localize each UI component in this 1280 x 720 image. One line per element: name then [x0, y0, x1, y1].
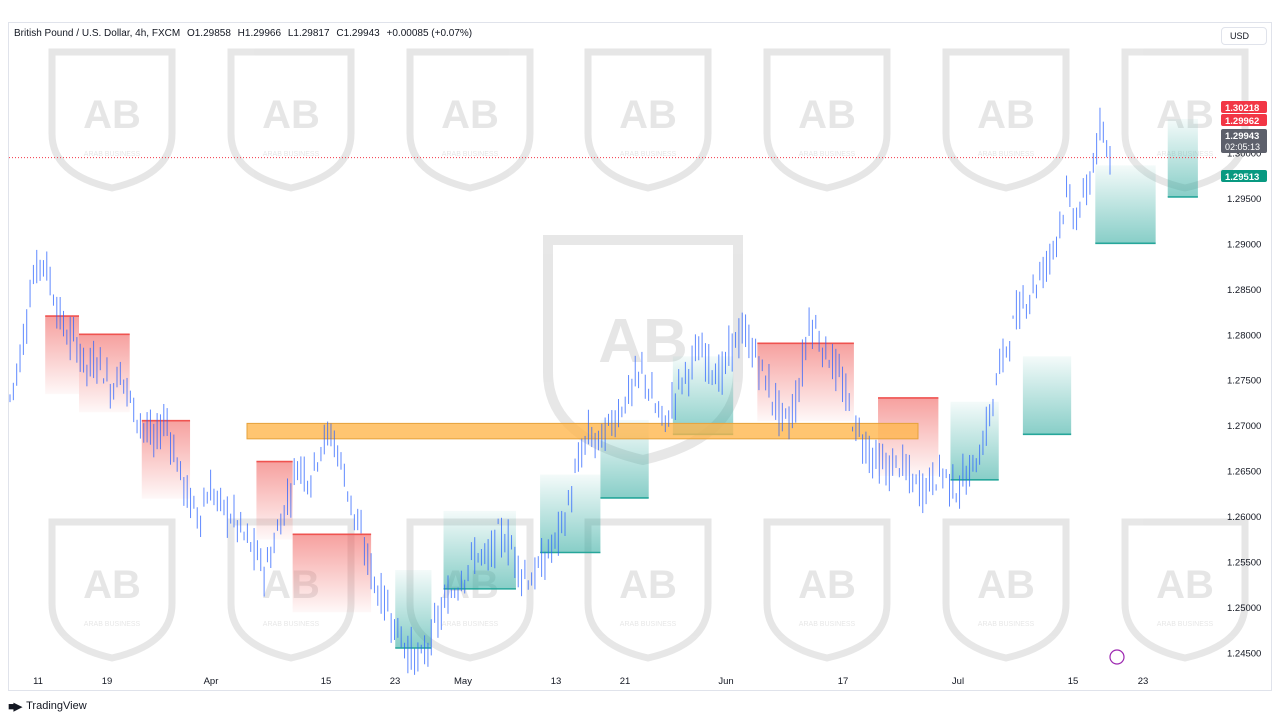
x-axis-tick-label: 17 — [838, 676, 849, 687]
y-axis-tick-label: 1.26500 — [1227, 467, 1261, 478]
y-axis-tick-label: 1.28500 — [1227, 285, 1261, 296]
y-axis-tick-label: 1.27000 — [1227, 421, 1261, 432]
x-axis-tick-label: 15 — [321, 676, 332, 687]
y-axis-tick-label: 1.26000 — [1227, 512, 1261, 523]
watermark-shield-icon: AB ARAB BUSINESS — [584, 48, 712, 192]
bull-zone — [950, 401, 999, 480]
price-label: 1.29513 — [1225, 172, 1259, 183]
tradingview-logo-icon[interactable]: ■▶ — [8, 700, 22, 713]
y-axis-tick-label: 1.25000 — [1227, 603, 1261, 614]
svg-text:ARAB BUSINESS: ARAB BUSINESS — [442, 621, 499, 628]
x-axis-tick-label: 13 — [551, 676, 562, 687]
svg-text:ARAB BUSINESS: ARAB BUSINESS — [1157, 621, 1214, 628]
price-label: 1.30218 — [1225, 103, 1259, 114]
x-axis-tick-label: 19 — [102, 676, 113, 687]
y-axis-tick-label: 1.28000 — [1227, 330, 1261, 341]
bear-zone — [256, 461, 293, 540]
x-axis-tick-label: 11 — [33, 676, 43, 687]
svg-text:ARAB BUSINESS: ARAB BUSINESS — [620, 151, 677, 158]
x-axis-tick-label: 15 — [1068, 676, 1079, 687]
watermark-shield-icon: AB ARAB BUSINESS — [48, 48, 176, 192]
watermark-shield-icon: AB ARAB BUSINESS — [227, 48, 355, 192]
price-label-box — [1221, 101, 1267, 113]
svg-text:AB: AB — [1156, 563, 1214, 607]
bull-zone — [395, 569, 432, 648]
symbol-ohlc-legend[interactable]: British Pound / U.S. Dollar, 4h, FXCM O1… — [14, 28, 476, 39]
chart-frame — [8, 22, 1272, 691]
svg-text:ARAB BUSINESS: ARAB BUSINESS — [978, 621, 1035, 628]
price-label: 1.29962 — [1225, 116, 1259, 127]
footer: ■▶ TradingView — [8, 699, 87, 713]
watermark-shield-icon: AB ARAB BUSINESS — [942, 518, 1070, 662]
currency-button[interactable]: USD — [1221, 27, 1267, 45]
bull-zone — [1095, 165, 1156, 244]
x-axis-tick-label: Jul — [952, 676, 964, 687]
open-value: O1.29858 — [186, 28, 231, 39]
y-axis-tick-label: 1.25500 — [1227, 558, 1261, 569]
watermark-shield-icon: AB ARAB BUSINESS — [942, 48, 1070, 192]
watermark-shield-icon: AB ARAB BUSINESS — [763, 518, 891, 662]
bear-zone — [79, 334, 130, 413]
y-axis-tick-label: 1.29000 — [1227, 239, 1261, 250]
svg-text:AB: AB — [798, 563, 856, 607]
svg-text:AB: AB — [441, 93, 499, 137]
x-axis-tick-label: Jun — [718, 676, 733, 687]
svg-text:AB: AB — [83, 93, 141, 137]
svg-text:ARAB BUSINESS: ARAB BUSINESS — [263, 621, 320, 628]
symbol-name[interactable]: British Pound / U.S. Dollar, 4h, FXCM — [14, 28, 181, 39]
price-label: 1.29943 — [1225, 131, 1259, 142]
bull-zone — [1022, 356, 1072, 435]
y-axis-tick-label: 1.27500 — [1227, 376, 1261, 387]
bull-zone — [672, 356, 734, 435]
svg-text:AB: AB — [262, 93, 320, 137]
y-axis-tick-label: 1.30000 — [1227, 148, 1261, 159]
svg-text:AB: AB — [977, 563, 1035, 607]
y-axis-tick-label: 1.24500 — [1227, 649, 1261, 660]
bear-zone — [141, 420, 191, 499]
author-logo-icon[interactable] — [1109, 649, 1125, 665]
x-axis-tick-label: 23 — [390, 676, 401, 687]
svg-text:ARAB BUSINESS: ARAB BUSINESS — [799, 621, 856, 628]
countdown-label: 02:05:13 — [1225, 142, 1260, 152]
close-value: C1.29943 — [336, 28, 380, 39]
price-label-box — [1221, 114, 1267, 126]
bear-zone — [292, 534, 372, 613]
svg-text:ARAB BUSINESS: ARAB BUSINESS — [442, 151, 499, 158]
bull-zone — [443, 510, 516, 589]
svg-text:AB: AB — [798, 93, 856, 137]
high-value: H1.29966 — [237, 28, 282, 39]
low-value: L1.29817 — [287, 28, 330, 39]
svg-text:AB: AB — [83, 563, 141, 607]
price-label-box — [1221, 129, 1267, 153]
svg-text:ARAB BUSINESS: ARAB BUSINESS — [263, 151, 320, 158]
svg-text:ARAB BUSINESS: ARAB BUSINESS — [620, 621, 677, 628]
watermark-shield-icon: AB ARAB BUSINESS — [48, 518, 176, 662]
brand-name[interactable]: TradingView — [26, 700, 87, 712]
watermark-shield-icon: AB ARAB BUSINESS — [763, 48, 891, 192]
svg-text:ARAB BUSINESS: ARAB BUSINESS — [978, 151, 1035, 158]
svg-text:AB: AB — [977, 93, 1035, 137]
x-axis-tick-label: May — [454, 676, 472, 687]
svg-text:ARAB BUSINESS: ARAB BUSINESS — [84, 621, 141, 628]
svg-text:AB: AB — [619, 563, 677, 607]
y-axis-tick-label: 1.29500 — [1227, 194, 1261, 205]
resistance-zone[interactable] — [246, 422, 919, 440]
watermark-shield-icon: AB ARAB BUSINESS — [1121, 518, 1249, 662]
x-axis-tick-label: Apr — [204, 676, 219, 687]
x-axis-tick-label: 23 — [1138, 676, 1149, 687]
x-axis-tick-label: 21 — [620, 676, 631, 687]
watermark-shield-icon: AB ARAB BUSINESS — [584, 518, 712, 662]
bull-zone — [540, 474, 601, 553]
svg-text:AB: AB — [619, 93, 677, 137]
change-value: +0.00085 (+0.07%) — [386, 28, 473, 39]
svg-text:ARAB BUSINESS: ARAB BUSINESS — [84, 151, 141, 158]
watermark-shield-icon: AB ARAB BUSINESS — [406, 48, 534, 192]
price-label-box — [1221, 170, 1267, 182]
svg-text:ARAB BUSINESS: ARAB BUSINESS — [799, 151, 856, 158]
